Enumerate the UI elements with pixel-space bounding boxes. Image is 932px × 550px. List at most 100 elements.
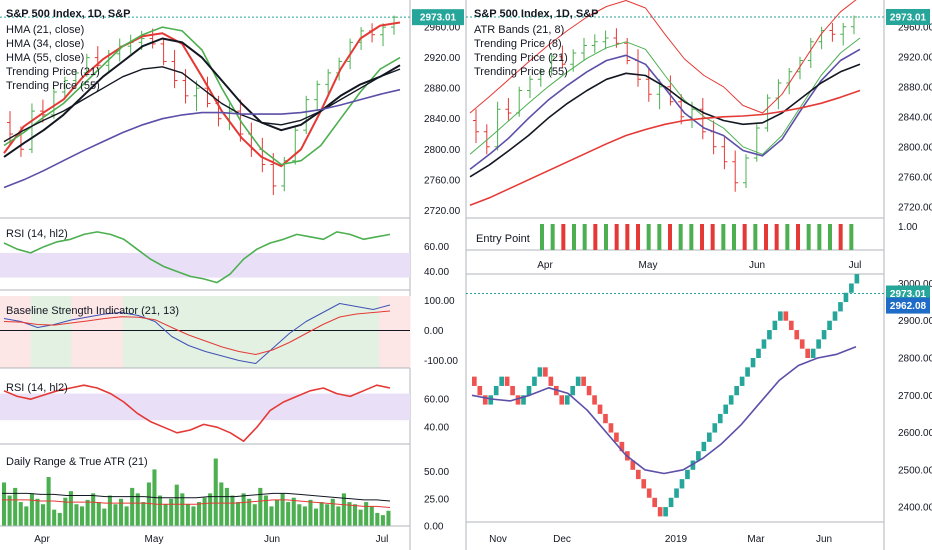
renko-brick-68 [843, 292, 849, 303]
right-xlabel-3: Jul [849, 260, 862, 271]
entry-signal-13 [678, 224, 683, 250]
renko-brick-36 [668, 497, 674, 508]
renko-brick-67 [838, 302, 843, 312]
renko-brick-56 [778, 311, 783, 321]
atr-bar-43 [241, 493, 246, 526]
atr-bar-11 [63, 497, 68, 526]
atr-bar-47 [263, 495, 268, 526]
atr-bar-28 [158, 495, 163, 526]
renko-tick-4: 2600.00 [898, 428, 932, 439]
legend-hma55: HMA (55, close) [6, 52, 84, 64]
atr-bar-36 [202, 497, 207, 526]
bsi-tick-0: 100.00 [424, 296, 455, 307]
atr-bar-51 [286, 502, 291, 526]
bsi-bg-22 [225, 296, 237, 368]
entry-signal-0 [540, 224, 544, 250]
atr-bar-56 [314, 508, 319, 526]
entry-signal-17 [721, 224, 726, 250]
atr-bar-60 [336, 506, 341, 526]
renko-brick-17 [564, 395, 570, 405]
renko-brick-1 [477, 385, 483, 396]
bsi-bg-2 [20, 296, 32, 368]
bsi-bg-18 [184, 296, 196, 368]
bsi-tick-2: -100.00 [424, 356, 458, 367]
left-price-tick-3: 2840.00 [424, 114, 461, 125]
atr-bar-57 [319, 502, 324, 526]
atr-line [2, 492, 391, 502]
renko-brick-66 [832, 311, 838, 321]
atr-bar-8 [46, 477, 51, 526]
entry-signal-21 [764, 224, 768, 250]
atr-bar-0 [2, 482, 7, 526]
atr-bar-41 [230, 495, 235, 526]
left-series-4 [3, 88, 401, 189]
renko-tick-5: 2500.00 [898, 465, 932, 476]
renko-brick-55 [772, 320, 778, 331]
atr-bar-24 [135, 493, 140, 526]
bsi-bg-20 [205, 296, 216, 368]
renko-brick-18 [570, 385, 576, 396]
bsi-bg-29 [297, 296, 308, 368]
entry-signal-16 [710, 224, 715, 250]
atr-tick-0: 50.00 [424, 467, 449, 478]
legend-trending21: Trending Price (21) [6, 66, 100, 78]
renko-brick-65 [827, 320, 832, 331]
rsi1-line [3, 231, 391, 284]
atr-bar-26 [146, 482, 151, 526]
right-price-tick-2: 2880.00 [898, 82, 932, 93]
atr-bar-40 [224, 487, 229, 526]
right-price-tick-3: 2840.00 [898, 112, 932, 123]
renko-brick-20 [581, 376, 586, 386]
renko-brick-44 [712, 423, 718, 433]
bsi-title: Baseline Strength Indicator (21, 13) [6, 305, 179, 317]
entry-signal-15 [700, 224, 704, 250]
bsi-fast-line [3, 303, 391, 364]
bsi-bg-27 [276, 296, 288, 368]
renko-last-price-tag [886, 285, 930, 302]
renko-brick-31 [641, 479, 647, 489]
bsi-bg-11 [112, 296, 124, 368]
renko-brick-40 [690, 460, 696, 470]
entry-point-label: Entry Point [476, 233, 530, 245]
renko-brick-35 [663, 507, 668, 517]
bsi-bg-12 [123, 296, 134, 368]
atr-bar-2 [13, 487, 18, 526]
renko-brick-33 [652, 497, 658, 508]
entry-signal-19 [742, 224, 747, 250]
atr-bar-4 [24, 506, 29, 526]
atr-tick-1: 25.00 [424, 494, 449, 505]
atr-bar-54 [302, 506, 307, 526]
entry-signal-14 [689, 224, 694, 250]
renko-brick-62 [810, 348, 816, 358]
atr-bar-42 [236, 502, 241, 526]
renko-last-price-text: 2973.01 [890, 289, 927, 300]
rsi2-title: RSI (14, hl2) [6, 382, 68, 394]
renko-brick-12 [537, 367, 543, 377]
entry-signal-11 [657, 224, 662, 250]
atr-bar-44 [247, 498, 252, 526]
atr-bar-21 [119, 498, 124, 526]
renko-brick-58 [788, 320, 794, 331]
atr-bar-33 [185, 504, 190, 526]
left-price-tick-1: 2920.00 [424, 53, 461, 64]
bsi-bg-15 [153, 296, 165, 368]
legend-hma34: HMA (34, close) [6, 38, 84, 50]
renko-brick-38 [679, 479, 685, 489]
renko-brick-24 [603, 413, 608, 424]
atr-bar-68 [380, 515, 385, 526]
renko-brick-52 [756, 348, 761, 358]
left-price-tick-6: 2720.00 [424, 206, 461, 217]
atr-bar-10 [57, 512, 62, 526]
left-price-title: S&P 500 Index, 1D, S&P [6, 8, 131, 20]
right-xlabel-0: Apr [537, 260, 553, 271]
rsi2-line [3, 384, 391, 443]
right-series-1 [469, 48, 861, 170]
renko-brick-57 [783, 311, 789, 321]
atr-line-2 [2, 499, 391, 508]
left-xlabel-2: Jun [264, 534, 280, 545]
bsi-bg-13 [133, 296, 144, 368]
atr-title: Daily Range & True ATR (21) [6, 456, 148, 468]
atr-bar-67 [375, 512, 380, 526]
atr-bar-66 [369, 506, 374, 526]
